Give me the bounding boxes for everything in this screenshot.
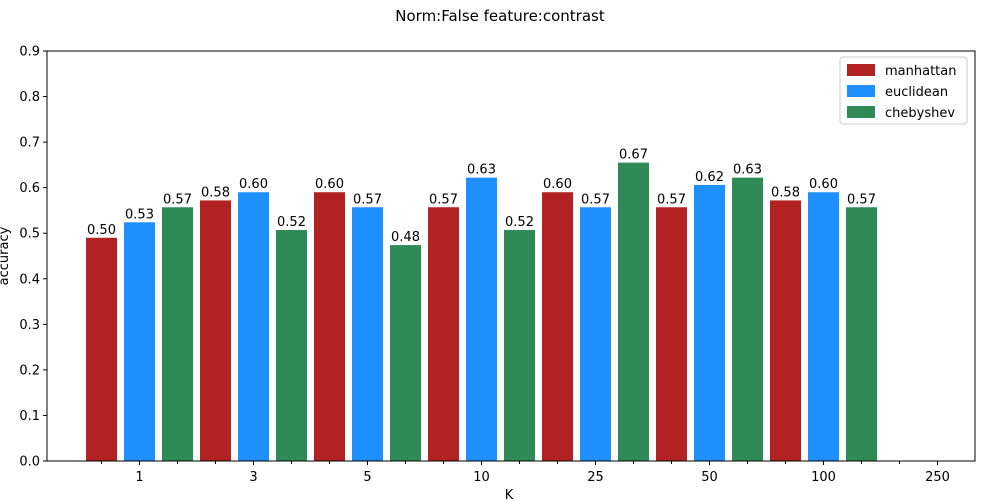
data-label: 0.57 — [429, 192, 458, 207]
y-tick-label: 0.2 — [19, 363, 40, 378]
data-label: 0.57 — [581, 192, 610, 207]
legend-swatch — [847, 85, 875, 97]
bar — [428, 207, 459, 461]
data-label: 0.58 — [201, 185, 230, 200]
data-label: 0.63 — [467, 163, 496, 178]
data-label: 0.57 — [847, 192, 876, 207]
y-tick-label: 0.5 — [19, 227, 40, 242]
x-tick-label: 10 — [473, 470, 490, 485]
bar — [770, 200, 801, 461]
legend-label: manhattan — [885, 64, 956, 79]
x-tick-label: 50 — [701, 470, 718, 485]
bar — [732, 177, 763, 461]
bar — [618, 162, 649, 461]
bar — [846, 207, 877, 461]
x-tick-label: 1 — [135, 470, 143, 485]
bar — [276, 230, 307, 461]
bar — [808, 192, 839, 461]
bar — [390, 245, 421, 461]
data-label: 0.48 — [391, 230, 420, 245]
data-label: 0.52 — [277, 215, 306, 230]
bar — [86, 237, 117, 461]
x-tick-label: 3 — [249, 470, 257, 485]
y-axis-label: accuracy — [0, 226, 12, 285]
data-label: 0.63 — [733, 163, 762, 178]
y-tick-label: 0.4 — [19, 272, 40, 287]
data-label: 0.60 — [315, 177, 344, 192]
bar — [656, 207, 687, 461]
legend-swatch — [847, 106, 875, 118]
data-label: 0.60 — [239, 177, 268, 192]
data-label: 0.57 — [163, 192, 192, 207]
x-tick-label: 25 — [587, 470, 604, 485]
legend-swatch — [847, 64, 875, 76]
data-label: 0.60 — [809, 177, 838, 192]
chart-title: Norm:False feature:contrast — [395, 7, 605, 25]
x-tick-label: 250 — [925, 470, 950, 485]
y-tick-label: 0.3 — [19, 318, 40, 333]
bar — [352, 207, 383, 461]
x-tick-label: 5 — [363, 470, 371, 485]
data-label: 0.60 — [543, 177, 572, 192]
y-tick-label: 0.9 — [19, 45, 40, 60]
data-label: 0.62 — [695, 170, 724, 185]
y-tick-label: 0.8 — [19, 90, 40, 105]
bar — [162, 207, 193, 461]
bar — [580, 207, 611, 461]
data-label: 0.50 — [87, 223, 116, 238]
legend-label: euclidean — [885, 85, 948, 100]
x-axis-label: K — [505, 488, 514, 500]
bar — [466, 177, 497, 461]
bar — [694, 184, 725, 461]
bar — [124, 222, 155, 461]
bar — [504, 230, 535, 461]
legend-label: chebyshev — [885, 106, 955, 121]
data-label: 0.53 — [125, 207, 154, 222]
bar — [238, 192, 269, 461]
bar — [314, 192, 345, 461]
bar — [200, 200, 231, 461]
y-tick-label: 0.0 — [19, 455, 40, 470]
data-label: 0.57 — [657, 192, 686, 207]
x-tick-label: 100 — [811, 470, 836, 485]
y-tick-label: 0.1 — [19, 409, 40, 424]
data-label: 0.67 — [619, 148, 648, 163]
data-label: 0.52 — [505, 215, 534, 230]
data-label: 0.58 — [771, 185, 800, 200]
y-tick-label: 0.6 — [19, 181, 40, 196]
y-tick-label: 0.7 — [19, 136, 40, 151]
bar — [542, 192, 573, 461]
plot-frame — [46, 50, 976, 462]
data-label: 0.57 — [353, 192, 382, 207]
